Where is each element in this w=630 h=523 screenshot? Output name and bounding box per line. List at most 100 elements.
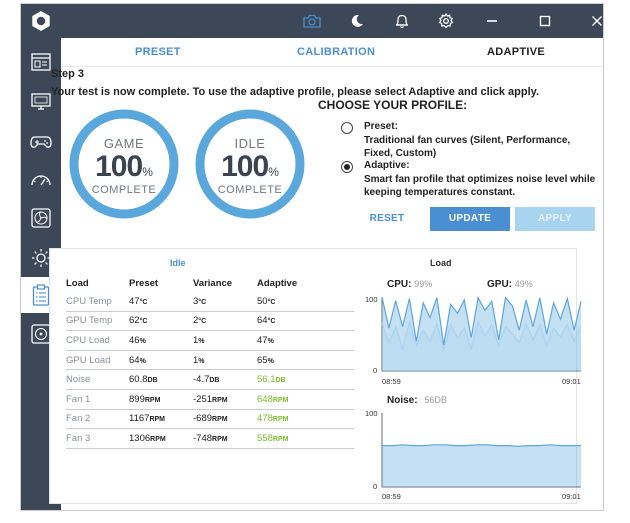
sidebar-item-fan[interactable] — [21, 200, 61, 236]
adaptive-cell: 50°C — [257, 292, 354, 312]
preset-cell-unit: % — [139, 357, 146, 365]
row-label: Fan 2 — [66, 409, 129, 430]
preset-cell: 47°C — [129, 292, 193, 312]
row-label: Fan 3 — [66, 428, 129, 449]
update-button[interactable]: UPDATE — [430, 207, 510, 231]
minimize-button[interactable] — [477, 4, 507, 38]
preset-cell-value: 47 — [129, 295, 140, 307]
variance-cell-unit: % — [198, 357, 205, 365]
tab-calibration[interactable]: CALIBRATION — [297, 46, 376, 58]
preset-cell-value: 64 — [129, 354, 140, 366]
adaptive-option-title[interactable]: Adaptive: — [364, 160, 410, 171]
close-button[interactable] — [582, 4, 603, 38]
row-label: CPU Load — [66, 330, 129, 351]
variance-cell: -4.7DB — [193, 369, 257, 390]
monitor-icon — [31, 93, 51, 110]
preset-cell-unit: RPM — [149, 416, 165, 424]
table-row: CPU Load 46% 1% 47% — [66, 330, 354, 351]
table-row: GPU Load 64% 1% 65% — [66, 350, 354, 371]
game-gauge: GAME 100% COMPLETE — [68, 108, 180, 220]
preset-cell: 64% — [129, 350, 193, 371]
variance-cell: 1% — [193, 350, 257, 371]
clipboard-icon — [32, 284, 50, 306]
camera-icon — [303, 14, 321, 28]
adaptive-cell: 64°C — [257, 311, 354, 332]
col-adaptive: Adaptive — [257, 277, 298, 289]
row-label: GPU Load — [66, 350, 129, 371]
preset-cell-value: 60.8 — [129, 374, 148, 386]
preset-option-title[interactable]: Preset: — [364, 121, 398, 132]
dashboard-icon — [31, 53, 51, 71]
idle-gauge-unit: % — [268, 165, 279, 179]
logo-icon — [32, 11, 50, 31]
preset-cell-unit: RPM — [144, 396, 161, 404]
row-label-value: GPU Load — [66, 354, 111, 366]
notifications-button[interactable] — [387, 4, 417, 38]
game-gauge-unit: % — [142, 165, 153, 179]
step-description: Your test is now complete. To use the ad… — [51, 86, 540, 98]
preset-cell: 62°C — [129, 311, 193, 332]
titlebar — [61, 4, 603, 38]
game-gauge-number: 100 — [95, 150, 143, 183]
row-label-value: CPU Temp — [66, 295, 112, 307]
preset-cell-value: 1167 — [129, 413, 150, 425]
adaptive-cell-value: 648 — [257, 393, 273, 405]
sidebar-item-lighting[interactable] — [21, 240, 61, 276]
preset-cell-unit: RPM — [150, 435, 166, 443]
row-label: Fan 1 — [66, 389, 129, 410]
camera-button[interactable] — [297, 4, 327, 38]
settings-button[interactable] — [431, 4, 461, 38]
adaptive-cell-unit: °C — [267, 318, 276, 326]
preset-cell-unit: °C — [139, 318, 148, 326]
preset-cell-value: 62 — [129, 315, 140, 327]
variance-cell-value: 2 — [193, 315, 199, 327]
load-x-start: 08:59 — [382, 377, 401, 386]
variance-cell-unit: RPM — [212, 396, 228, 404]
variance-cell-unit: RPM — [212, 435, 228, 443]
adaptive-cell-unit: RPM — [272, 396, 289, 404]
idle-gauge-title: IDLE — [234, 136, 266, 151]
game-gauge-sub: COMPLETE — [91, 184, 157, 196]
profile-heading: CHOOSE YOUR PROFILE: — [318, 98, 468, 112]
idle-heading: Idle — [170, 258, 186, 268]
sidebar-item-monitor[interactable] — [21, 84, 61, 120]
table-row: Fan 3 1306RPM -748RPM 558RPM — [66, 428, 354, 449]
step-label: Step 3 — [51, 68, 85, 80]
adaptive-cell-value: 558 — [257, 432, 273, 444]
idle-gauge-ring — [195, 109, 305, 219]
variance-cell-value: 1 — [193, 354, 199, 366]
game-gauge-ring — [69, 109, 179, 219]
preset-cell-unit: % — [139, 337, 146, 345]
variance-cell: -689RPM — [193, 409, 257, 430]
adaptive-radio[interactable] — [341, 161, 353, 173]
gpu-readout: GPU: 49% — [487, 279, 533, 290]
apply-button[interactable]: APPLY — [515, 207, 595, 231]
variance-cell-value: -748 — [193, 432, 213, 444]
variance-cell-value: 1 — [193, 334, 199, 346]
variance-cell-unit: RPM — [212, 416, 228, 424]
col-variance: Variance — [193, 277, 233, 289]
sidebar-item-dashboard[interactable] — [21, 44, 61, 80]
variance-cell-unit: DB — [209, 377, 220, 385]
load-chart — [381, 295, 582, 372]
tab-preset[interactable]: PRESET — [135, 46, 181, 58]
row-label: CPU Temp — [66, 292, 129, 312]
variance-cell-value: 3 — [193, 295, 199, 307]
sidebar-item-gaming[interactable] — [21, 124, 61, 160]
adaptive-cell-unit: DB — [275, 377, 286, 385]
table-row: CPU Temp 47°C 3°C 50°C — [66, 292, 354, 312]
series-line-noise — [382, 444, 581, 447]
preset-radio[interactable] — [341, 122, 353, 134]
variance-cell-value: -689 — [193, 413, 213, 425]
adaptive-cell-value: 478 — [257, 413, 273, 425]
sidebar-item-performance[interactable] — [21, 162, 61, 198]
preset-cell: 46% — [129, 330, 193, 351]
tab-bar: PRESET CALIBRATION ADAPTIVE — [61, 38, 603, 67]
maximize-button[interactable] — [530, 4, 560, 38]
tab-adaptive[interactable]: ADAPTIVE — [487, 46, 546, 58]
night-mode-button[interactable] — [342, 4, 372, 38]
table-row: Fan 1 899RPM -251RPM 648RPM — [66, 389, 354, 410]
preset-cell-value: 46 — [129, 334, 140, 346]
reset-button[interactable]: RESET — [369, 213, 405, 224]
variance-cell: 2°C — [193, 311, 257, 332]
